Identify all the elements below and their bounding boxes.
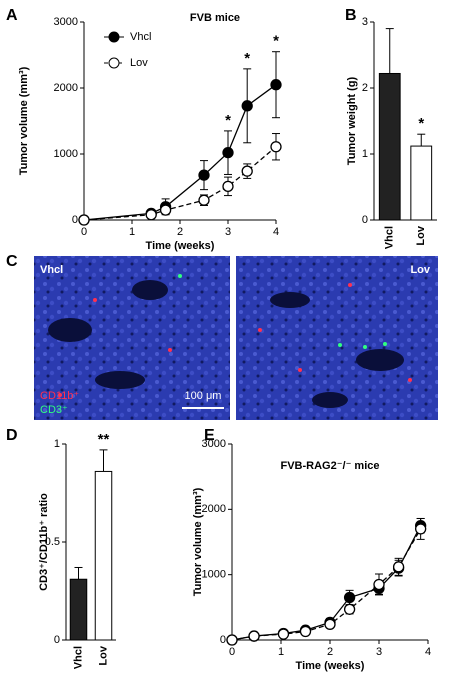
x-tick-label: Lov	[415, 225, 427, 245]
red-cells	[58, 283, 412, 397]
legend-label: Vhcl	[130, 31, 151, 43]
bar	[378, 72, 401, 221]
x-tick-label: Vhcl	[72, 646, 84, 669]
panel-letter: B	[345, 7, 357, 24]
chart-title: FVB mice	[190, 12, 240, 24]
micrograph-title: Vhcl	[40, 264, 63, 276]
stain-label: CD11b⁺	[40, 390, 79, 402]
point	[222, 147, 234, 159]
y-tick-label: 1000	[54, 148, 78, 160]
point	[222, 180, 234, 192]
legend-marker	[108, 31, 120, 43]
y-tick-label: 2000	[202, 503, 226, 515]
micrograph-panel: C Vhcl Lov CD11b⁺ CD3⁺ 100 μm	[6, 253, 438, 420]
point	[343, 603, 356, 615]
significance: *	[418, 115, 424, 132]
y-tick-label: 3	[362, 16, 368, 28]
x-tick-label: 0	[229, 646, 235, 658]
point	[145, 209, 157, 221]
point	[159, 204, 172, 216]
y-tick-label: 0	[54, 634, 60, 646]
y-tick-label: 1000	[202, 569, 226, 581]
x-axis-label: Time (weeks)	[296, 660, 365, 672]
point	[343, 591, 356, 604]
y-tick-label: 1	[54, 438, 60, 450]
legend-marker	[108, 57, 120, 69]
y-tick-label: 2000	[54, 82, 78, 94]
bar	[69, 578, 88, 641]
x-tick-label: Vhcl	[384, 226, 396, 249]
significance: *	[225, 112, 231, 129]
x-tick-label: 3	[225, 226, 231, 238]
point	[78, 214, 90, 226]
x-axis-label: Time (weeks)	[146, 240, 215, 252]
y-tick-label: 0	[362, 214, 368, 226]
point	[241, 165, 253, 177]
panel-letter: C	[6, 253, 18, 270]
x-tick-label: 4	[425, 646, 431, 658]
point	[198, 169, 210, 181]
x-tick-label: 1	[278, 646, 284, 658]
green-cells	[178, 274, 387, 349]
point	[248, 630, 260, 642]
y-axis-label: Tumor volume (mm³)	[192, 487, 204, 596]
point	[277, 628, 290, 640]
legend-label: Lov	[130, 57, 148, 69]
panel-letter: E	[204, 427, 215, 444]
y-tick-label: 1	[362, 148, 368, 160]
dark-regions	[48, 280, 404, 408]
point	[226, 634, 238, 646]
panel-letter: A	[6, 7, 18, 24]
point	[324, 618, 336, 630]
x-tick-label: 0	[81, 226, 87, 238]
point	[299, 625, 312, 638]
significance: **	[98, 431, 110, 448]
significance: *	[273, 33, 279, 50]
bar	[410, 145, 433, 221]
x-tick-label: 3	[376, 646, 382, 658]
x-tick-label: 2	[177, 226, 183, 238]
y-tick-label: 0.5	[45, 536, 60, 548]
y-axis-label: Tumor weight (g)	[346, 76, 358, 165]
point	[270, 141, 282, 153]
y-axis-label: CD3⁺/CD11b⁺ ratio	[38, 493, 50, 591]
bar	[94, 470, 113, 641]
x-tick-label: Lov	[97, 645, 109, 665]
y-tick-label: 2	[362, 82, 368, 94]
point	[373, 578, 385, 591]
point	[392, 561, 405, 573]
series-line	[83, 146, 277, 221]
significance: *	[244, 50, 250, 67]
y-axis-label: Tumor volume (mm³)	[18, 66, 30, 175]
panel-letter: D	[6, 427, 18, 444]
chart-title: FVB-RAG2⁻/⁻ mice	[280, 460, 379, 472]
x-tick-label: 2	[327, 646, 333, 658]
micrograph-title: Lov	[410, 264, 430, 276]
point	[414, 523, 427, 535]
point	[270, 79, 282, 91]
y-tick-label: 0	[220, 634, 226, 646]
y-tick-label: 3000	[54, 16, 78, 28]
y-tick-label: 3000	[202, 438, 226, 450]
y-tick-label: 0	[72, 214, 78, 226]
point	[241, 100, 253, 112]
stain-label: CD3⁺	[40, 404, 68, 416]
x-tick-label: 1	[129, 226, 135, 238]
x-tick-label: 4	[273, 226, 279, 238]
scale-bar-label: 100 μm	[185, 390, 222, 402]
point	[198, 194, 210, 206]
